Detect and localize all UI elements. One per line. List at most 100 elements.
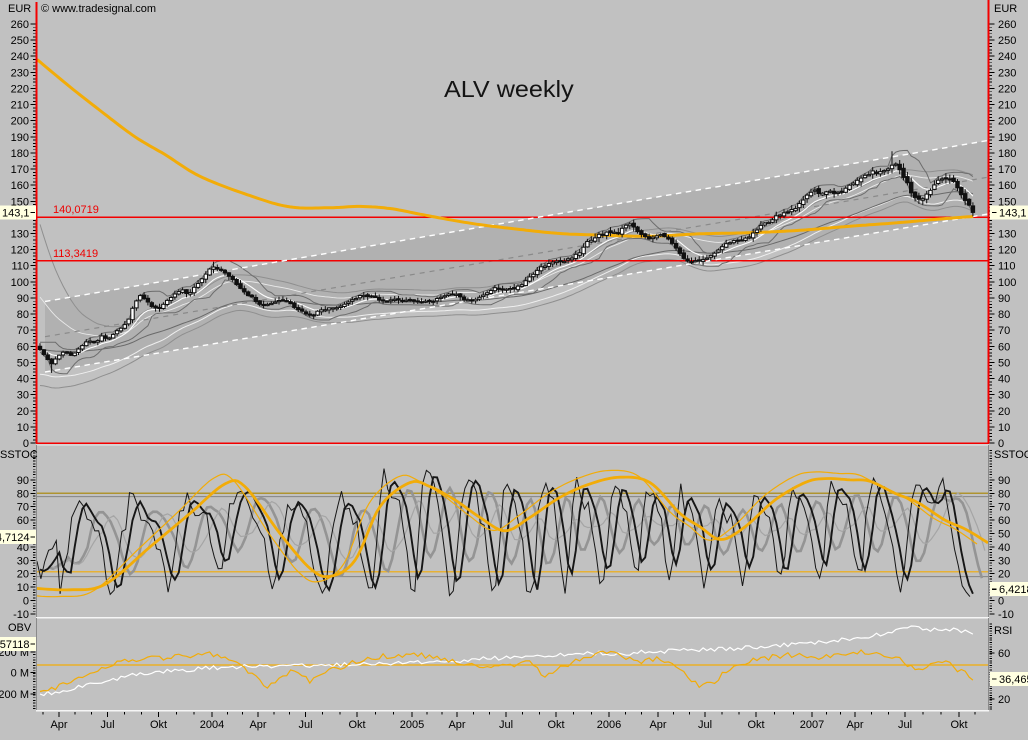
svg-text:90: 90: [998, 475, 1010, 487]
svg-text:40: 40: [998, 542, 1010, 554]
svg-text:-10: -10: [13, 609, 29, 621]
svg-text:130: 130: [11, 229, 29, 241]
svg-text:140,0719: 140,0719: [53, 204, 99, 216]
svg-text:160: 160: [11, 180, 29, 192]
svg-text:143,1: 143,1: [999, 207, 1027, 219]
svg-text:Jul: Jul: [100, 719, 114, 731]
svg-text:80: 80: [17, 488, 29, 500]
svg-text:0: 0: [998, 596, 1004, 608]
svg-text:ALV weekly: ALV weekly: [444, 77, 574, 103]
svg-text:Apr: Apr: [249, 719, 266, 731]
svg-text:260: 260: [998, 19, 1016, 31]
svg-text:6,4218: 6,4218: [999, 584, 1028, 596]
svg-text:150: 150: [998, 196, 1016, 208]
svg-text:10: 10: [998, 422, 1010, 434]
svg-text:90: 90: [998, 293, 1010, 305]
svg-text:Apr: Apr: [846, 719, 863, 731]
svg-text:160: 160: [998, 180, 1016, 192]
svg-text:100: 100: [998, 277, 1016, 289]
svg-text:210: 210: [11, 100, 29, 112]
svg-text:190: 190: [11, 132, 29, 144]
svg-text:40: 40: [998, 374, 1010, 386]
svg-text:80: 80: [998, 488, 1010, 500]
svg-text:30: 30: [998, 390, 1010, 402]
svg-text:240: 240: [998, 51, 1016, 63]
svg-text:190: 190: [998, 132, 1016, 144]
svg-text:30: 30: [17, 390, 29, 402]
svg-text:70: 70: [17, 325, 29, 337]
svg-text:0: 0: [23, 596, 29, 608]
svg-text:Okt: Okt: [950, 719, 967, 731]
svg-text:Okt: Okt: [150, 719, 167, 731]
svg-text:Jul: Jul: [898, 719, 912, 731]
svg-text:90: 90: [17, 475, 29, 487]
svg-text:60: 60: [17, 515, 29, 527]
svg-text:240: 240: [11, 51, 29, 63]
svg-text:OBV: OBV: [8, 622, 32, 634]
svg-text:100: 100: [11, 277, 29, 289]
svg-text:20: 20: [17, 406, 29, 418]
svg-text:220: 220: [11, 83, 29, 95]
svg-text:EUR: EUR: [994, 3, 1017, 15]
svg-text:36,465: 36,465: [999, 674, 1028, 686]
svg-text:Jul: Jul: [698, 719, 712, 731]
svg-text:143,1: 143,1: [2, 207, 30, 219]
svg-text:Jul: Jul: [499, 719, 513, 731]
svg-text:50: 50: [17, 357, 29, 369]
svg-text:60: 60: [17, 341, 29, 353]
svg-text:Jul: Jul: [298, 719, 312, 731]
svg-text:Apr: Apr: [448, 719, 465, 731]
svg-text:Okt: Okt: [348, 719, 365, 731]
svg-text:Okt: Okt: [747, 719, 764, 731]
svg-text:180: 180: [998, 148, 1016, 160]
svg-text:70: 70: [998, 502, 1010, 514]
svg-text:230: 230: [998, 67, 1016, 79]
svg-text:80: 80: [17, 309, 29, 321]
svg-text:EUR: EUR: [8, 3, 31, 15]
svg-text:2006: 2006: [597, 719, 621, 731]
svg-text:50: 50: [998, 529, 1010, 541]
svg-text:2004: 2004: [200, 719, 224, 731]
svg-text:10: 10: [17, 582, 29, 594]
svg-text:200: 200: [11, 116, 29, 128]
svg-text:120: 120: [11, 245, 29, 257]
svg-text:10: 10: [17, 422, 29, 434]
svg-text:150: 150: [11, 196, 29, 208]
svg-text:2005: 2005: [400, 719, 424, 731]
svg-text:110: 110: [998, 261, 1016, 273]
svg-text:110: 110: [11, 261, 29, 273]
svg-text:200: 200: [998, 116, 1016, 128]
svg-text:250: 250: [11, 35, 29, 47]
svg-text:113,3419: 113,3419: [53, 248, 98, 260]
svg-text:260: 260: [11, 19, 29, 31]
svg-text:30: 30: [17, 555, 29, 567]
svg-text:SSTOC: SSTOC: [0, 449, 38, 461]
svg-text:130: 130: [998, 229, 1016, 241]
svg-text:80: 80: [998, 309, 1010, 321]
svg-text:60: 60: [998, 341, 1010, 353]
svg-text:20: 20: [998, 694, 1010, 706]
svg-text:50: 50: [998, 357, 1010, 369]
svg-text:170: 170: [11, 164, 29, 176]
svg-text:Apr: Apr: [50, 719, 67, 731]
svg-text:SSTOC: SSTOC: [994, 449, 1028, 461]
svg-text:0: 0: [998, 438, 1004, 450]
svg-text:30: 30: [998, 555, 1010, 567]
svg-text:210: 210: [998, 100, 1016, 112]
svg-text:170: 170: [998, 164, 1016, 176]
svg-text:Okt: Okt: [547, 719, 564, 731]
svg-text:40: 40: [17, 542, 29, 554]
svg-text:44,7124: 44,7124: [0, 532, 30, 544]
svg-text:RSI: RSI: [994, 625, 1012, 637]
svg-text:20: 20: [998, 406, 1010, 418]
svg-text:90: 90: [17, 293, 29, 305]
svg-text:250: 250: [998, 35, 1016, 47]
svg-text:200 M: 200 M: [0, 689, 29, 701]
svg-text:70: 70: [998, 325, 1010, 337]
svg-text:0: 0: [23, 438, 29, 450]
svg-text:180: 180: [11, 148, 29, 160]
svg-text:40: 40: [17, 374, 29, 386]
svg-text:2007: 2007: [800, 719, 824, 731]
svg-text:© www.tradesignal.com: © www.tradesignal.com: [41, 3, 156, 15]
